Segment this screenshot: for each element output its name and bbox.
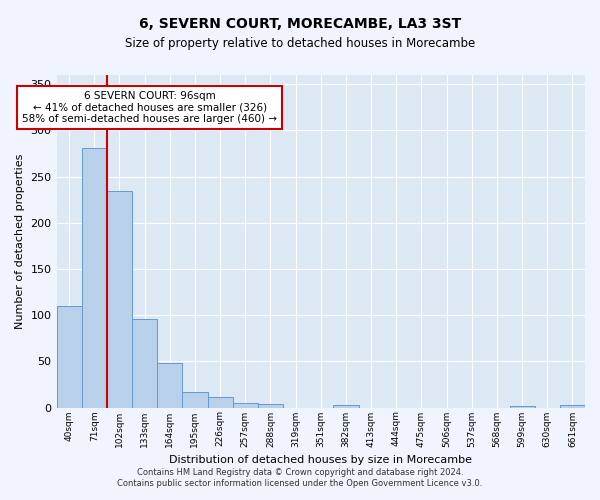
X-axis label: Distribution of detached houses by size in Morecambe: Distribution of detached houses by size …	[169, 455, 472, 465]
Bar	[258, 404, 283, 407]
Text: 6 SEVERN COURT: 96sqm
← 41% of detached houses are smaller (326)
58% of semi-det: 6 SEVERN COURT: 96sqm ← 41% of detached …	[22, 90, 277, 124]
Bar	[233, 403, 258, 407]
Bar	[132, 319, 157, 408]
Text: Size of property relative to detached houses in Morecambe: Size of property relative to detached ho…	[125, 38, 475, 51]
Bar	[82, 148, 107, 407]
Text: 6, SEVERN COURT, MORECAMBE, LA3 3ST: 6, SEVERN COURT, MORECAMBE, LA3 3ST	[139, 18, 461, 32]
Bar	[509, 406, 535, 407]
Text: Contains HM Land Registry data © Crown copyright and database right 2024.
Contai: Contains HM Land Registry data © Crown c…	[118, 468, 482, 487]
Bar	[56, 306, 82, 408]
Bar	[334, 404, 359, 407]
Bar	[182, 392, 208, 407]
Bar	[107, 192, 132, 408]
Y-axis label: Number of detached properties: Number of detached properties	[15, 154, 25, 329]
Bar	[208, 398, 233, 407]
Bar	[560, 404, 585, 407]
Bar	[157, 363, 182, 408]
